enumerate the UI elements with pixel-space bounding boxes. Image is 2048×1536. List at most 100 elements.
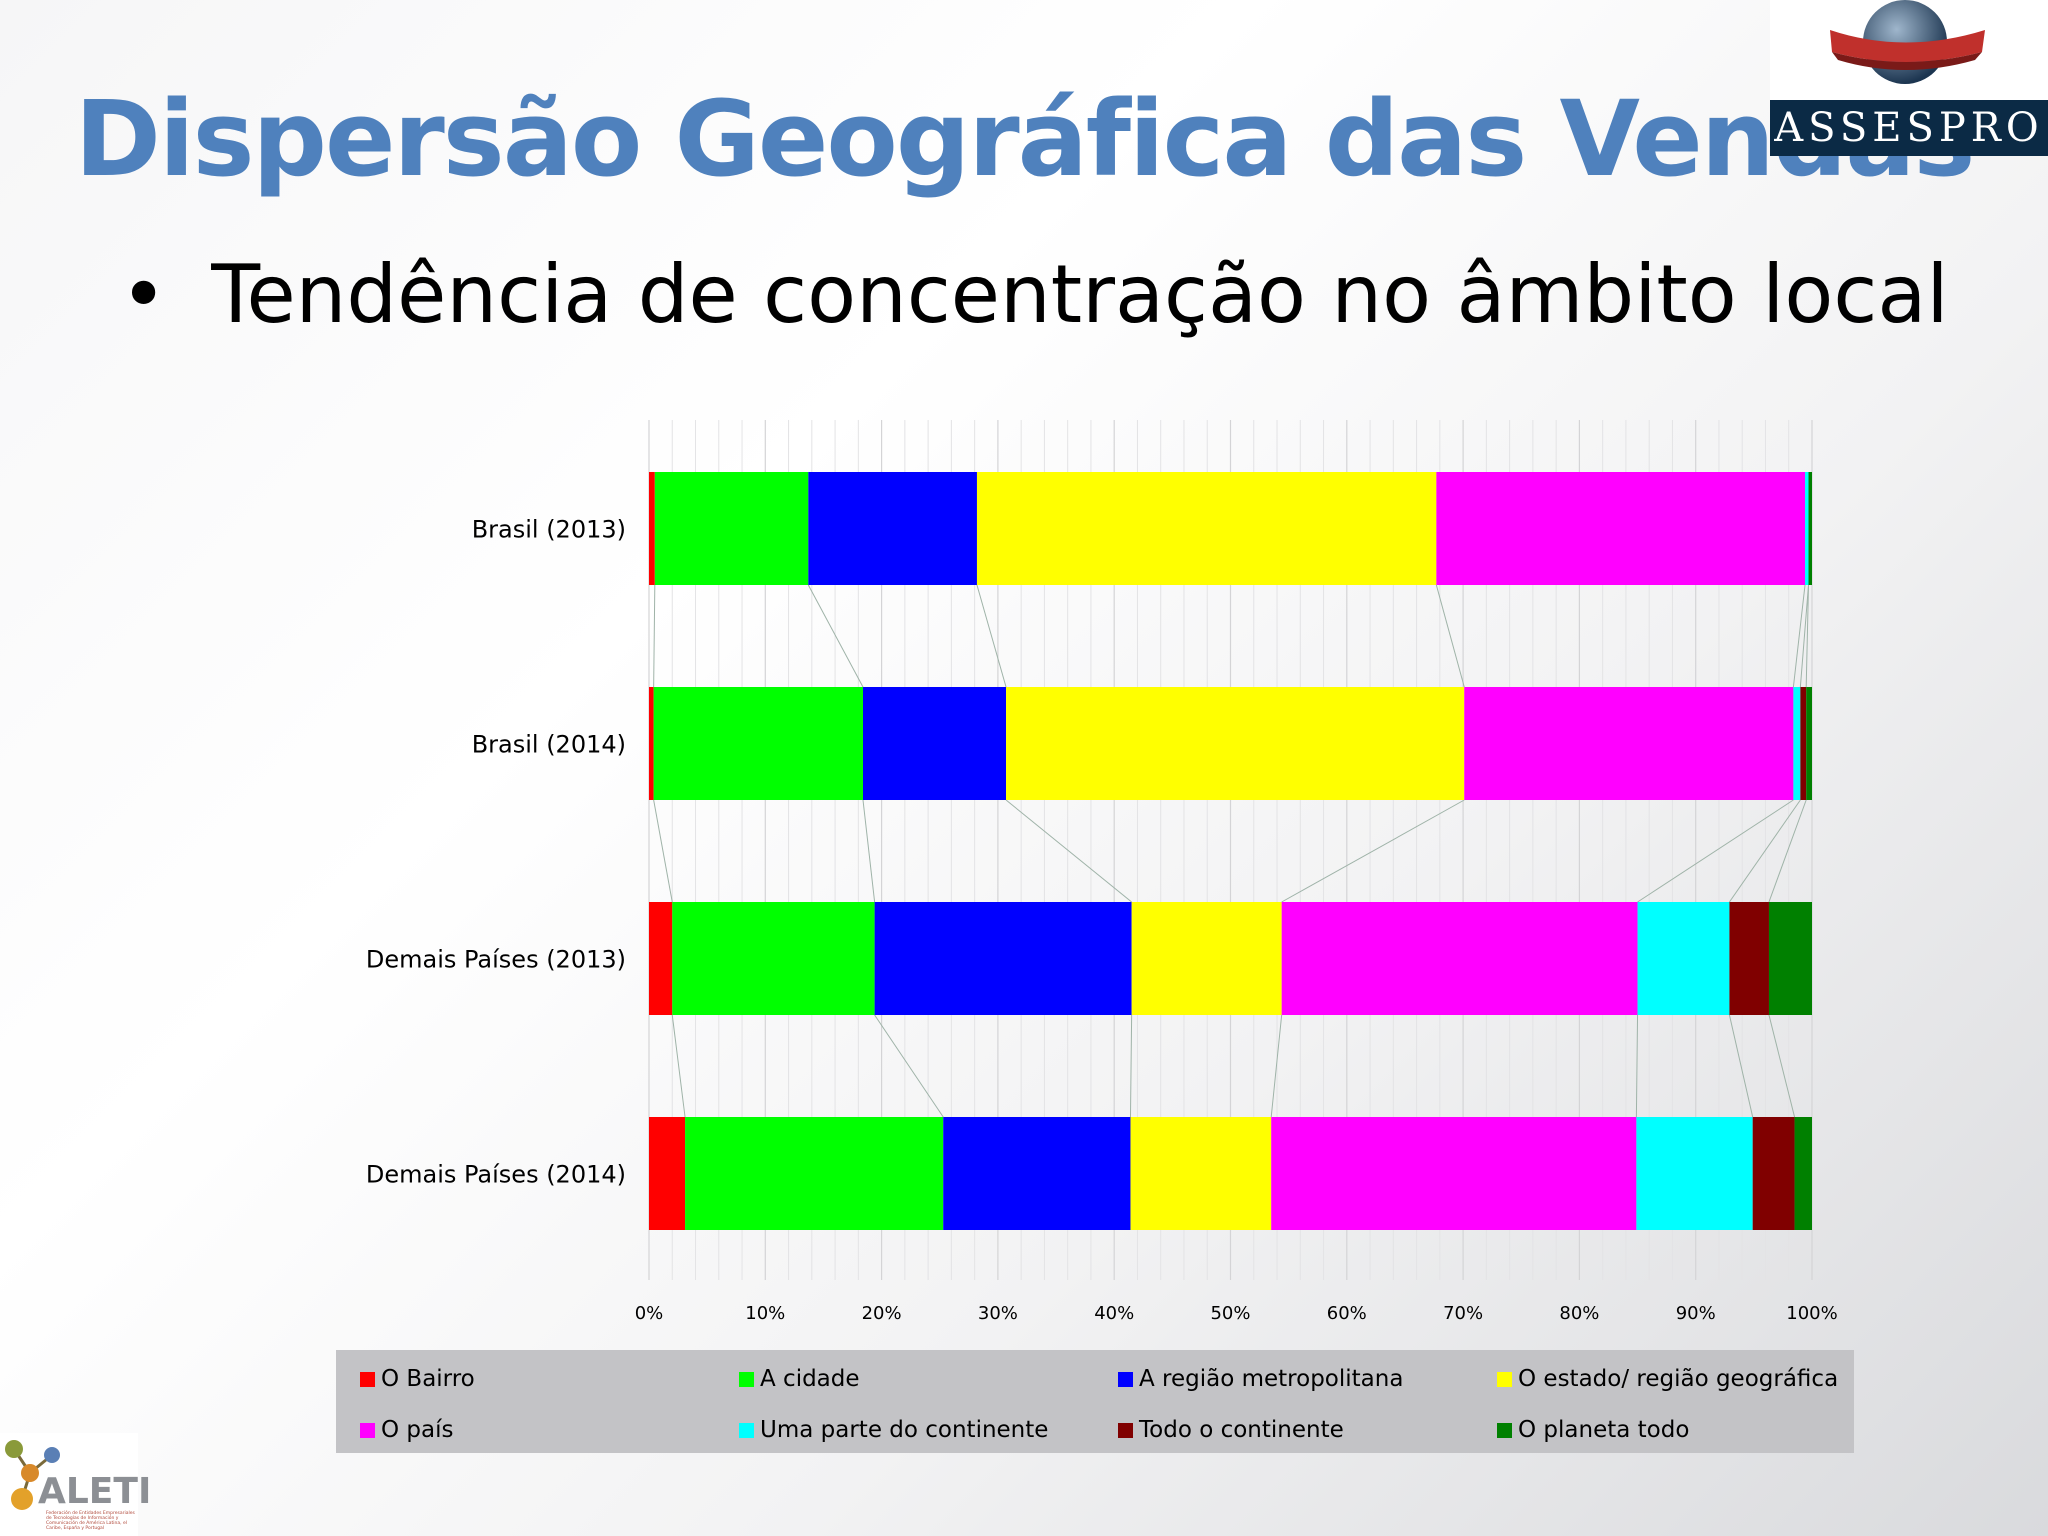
series-line bbox=[862, 799, 876, 903]
bar-segment bbox=[685, 1117, 944, 1230]
legend-swatch bbox=[360, 1423, 375, 1438]
x-tick-label: 70% bbox=[1443, 1303, 1483, 1324]
series-line bbox=[1129, 1014, 1133, 1118]
bar-segment bbox=[1637, 902, 1730, 1015]
bar-segment bbox=[672, 902, 875, 1015]
bar-segment bbox=[1281, 902, 1638, 1015]
series-line bbox=[1635, 1014, 1639, 1118]
legend-item: O estado/ região geográfica bbox=[1497, 1362, 1838, 1396]
series-line bbox=[1270, 1014, 1283, 1118]
legend-swatch bbox=[1118, 1372, 1133, 1387]
category-label: Demais Países (2014) bbox=[366, 1161, 626, 1189]
legend-swatch bbox=[739, 1423, 754, 1438]
bar-segment bbox=[1752, 1117, 1795, 1230]
legend-label: Todo o continente bbox=[1139, 1417, 1344, 1443]
bar-segment bbox=[1768, 902, 1812, 1015]
series-line bbox=[1435, 584, 1465, 688]
bar-segment bbox=[1436, 472, 1806, 585]
bar-segment bbox=[1131, 902, 1282, 1015]
series-line bbox=[1729, 799, 1801, 903]
bar-segment bbox=[1806, 687, 1812, 800]
category-label: Brasil (2013) bbox=[472, 516, 626, 544]
series-line bbox=[1728, 1014, 1754, 1118]
bar-segment bbox=[874, 902, 1132, 1015]
legend-label: A região metropolitana bbox=[1139, 1366, 1404, 1392]
bar-segment bbox=[1729, 902, 1769, 1015]
bullet-text: Tendência de concentração no âmbito loca… bbox=[211, 248, 1949, 341]
bar-segment bbox=[1006, 687, 1465, 800]
legend-swatch bbox=[1118, 1423, 1133, 1438]
aleti-logo: ALETI Federación de Entidades Empresaria… bbox=[0, 1433, 151, 1536]
bar-segment bbox=[1805, 472, 1809, 585]
legend-label: O país bbox=[381, 1417, 454, 1443]
bar-segment bbox=[943, 1117, 1131, 1230]
bar-segment bbox=[1130, 1117, 1272, 1230]
bar-segment bbox=[1636, 1117, 1753, 1230]
bar-segment bbox=[649, 472, 655, 585]
legend-swatch bbox=[360, 1372, 375, 1387]
bar-segment bbox=[654, 472, 809, 585]
bar-segment bbox=[1808, 472, 1812, 585]
x-tick-label: 100% bbox=[1786, 1303, 1837, 1324]
molecule-icon bbox=[5, 1440, 60, 1510]
legend-swatch bbox=[1497, 1423, 1512, 1438]
bar-segment bbox=[862, 687, 1007, 800]
stacked-bar-chart: Brasil (2013) Brasil (2014) Demais Países … bbox=[366, 420, 1838, 1324]
series-line bbox=[1768, 799, 1807, 903]
bar-segment bbox=[1793, 687, 1801, 800]
legend-label: A cidade bbox=[760, 1366, 860, 1392]
category-label: Brasil (2014) bbox=[472, 731, 626, 759]
legend-item: O planeta todo bbox=[1497, 1413, 1689, 1447]
series-line bbox=[1005, 799, 1132, 903]
x-tick-label: 20% bbox=[862, 1303, 902, 1324]
bar-segment bbox=[808, 472, 977, 585]
x-tick-label: 30% bbox=[978, 1303, 1018, 1324]
legend-item: O país bbox=[360, 1413, 453, 1447]
x-tick-label: 50% bbox=[1210, 1303, 1250, 1324]
x-tick-label: 10% bbox=[745, 1303, 785, 1324]
slide-title: Dispersão Geográfica das Vendas bbox=[74, 78, 1976, 200]
series-line bbox=[874, 1014, 944, 1118]
legend-item: A cidade bbox=[739, 1362, 860, 1396]
bar-segment bbox=[1794, 1117, 1812, 1230]
series-line bbox=[1281, 799, 1465, 903]
series-line bbox=[1637, 799, 1794, 903]
bar-segment bbox=[1271, 1117, 1637, 1230]
series-line bbox=[807, 584, 864, 688]
x-tick-label: 80% bbox=[1559, 1303, 1599, 1324]
x-tick-label: 0% bbox=[635, 1303, 664, 1324]
legend-label: O planeta todo bbox=[1518, 1417, 1690, 1443]
bar-segment bbox=[1800, 687, 1807, 800]
category-label: Demais Países (2013) bbox=[366, 946, 626, 974]
legend-label: O estado/ região geográfica bbox=[1518, 1366, 1839, 1392]
assespro-wordmark: ASSESPRO bbox=[1770, 100, 2048, 156]
bar-segment bbox=[976, 472, 1437, 585]
bar-segment bbox=[649, 902, 673, 1015]
series-line bbox=[1805, 584, 1810, 688]
globe-icon bbox=[1830, 0, 1985, 84]
series-line bbox=[653, 799, 673, 903]
series-line bbox=[976, 584, 1007, 688]
bar-segment bbox=[653, 687, 863, 800]
bar-segment bbox=[1464, 687, 1794, 800]
legend-label: Uma parte do continente bbox=[760, 1417, 1049, 1443]
legend-swatch bbox=[1497, 1372, 1512, 1387]
legend-item: O Bairro bbox=[360, 1362, 475, 1396]
chart-legend: O Bairro A cidade A região metropolitana O … bbox=[336, 1350, 1854, 1453]
x-tick-label: 40% bbox=[1094, 1303, 1134, 1324]
x-tick-label: 90% bbox=[1676, 1303, 1716, 1324]
bullet-icon: • bbox=[120, 248, 168, 341]
bar-segment bbox=[649, 1117, 686, 1230]
series-line bbox=[1768, 1014, 1796, 1118]
series-line bbox=[1792, 584, 1806, 688]
legend-swatch bbox=[739, 1372, 754, 1387]
series-line bbox=[1799, 584, 1810, 688]
legend-label: O Bairro bbox=[381, 1366, 475, 1392]
aleti-wordmark: ALETI bbox=[38, 1471, 152, 1512]
bullet-point: • Tendência de concentração no âmbito loc… bbox=[120, 248, 1949, 341]
bar-segment bbox=[649, 687, 654, 800]
aleti-tagline: Federación de Entidades Empresariales de… bbox=[46, 1511, 135, 1531]
series-line bbox=[671, 1014, 686, 1118]
legend-item: A região metropolitana bbox=[1118, 1362, 1403, 1396]
series-line bbox=[653, 584, 656, 688]
